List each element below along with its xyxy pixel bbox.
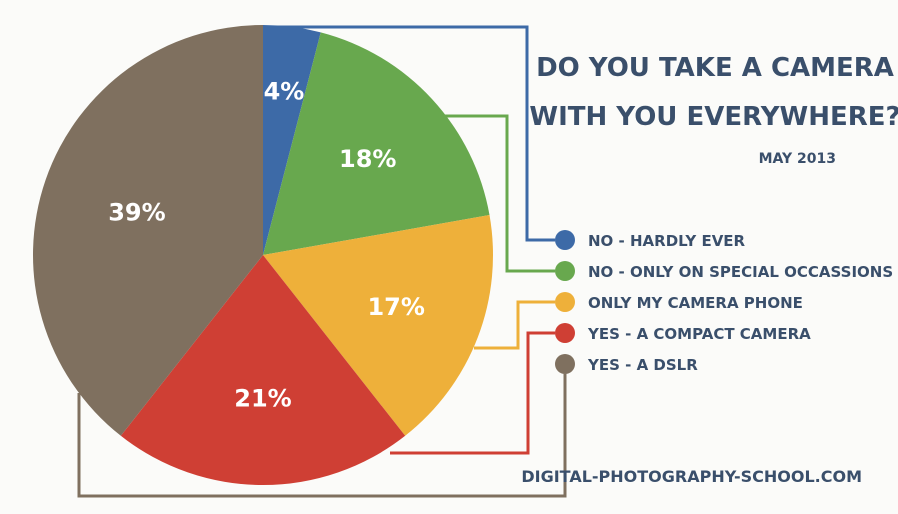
slice-value-label-2: 18%: [339, 145, 396, 173]
legend-marker-1: [555, 230, 575, 250]
connector-line-4: [390, 331, 555, 455]
legend-label-2: NO - ONLY ON SPECIAL OCCASSIONS: [588, 263, 893, 281]
slice-value-label-4: 21%: [234, 385, 291, 413]
chart-subtitle: MAY 2013: [759, 151, 836, 167]
legend-marker-4: [555, 323, 575, 343]
legend-label-4: YES - A COMPACT CAMERA: [587, 325, 811, 343]
pie-slice-3: [263, 215, 493, 436]
chart-title-line-2: WITH YOU EVERYWHERE?: [529, 102, 898, 132]
pie-slices: [33, 25, 493, 485]
pie-slice-4: [120, 255, 406, 485]
connector-line-1: [263, 25, 555, 242]
chart-title-line-1: DO YOU TAKE A CAMERA: [536, 53, 894, 83]
source-credit: DIGITAL-PHOTOGRAPHY-SCHOOL.COM: [521, 467, 862, 486]
connector-line-5: [77, 374, 567, 498]
slice-labels: 4% 18% 17% 21% 39%: [108, 78, 425, 413]
slice-value-label-3: 17%: [367, 293, 424, 321]
legend: NO - HARDLY EVER NO - ONLY ON SPECIAL OCC…: [555, 230, 893, 374]
connector-line-2: [445, 114, 555, 273]
pie-slice-1: [263, 25, 321, 255]
connector-line-3: [474, 300, 555, 350]
legend-marker-2: [555, 261, 575, 281]
legend-label-3: ONLY MY CAMERA PHONE: [588, 294, 803, 312]
slice-value-label-5: 39%: [108, 198, 165, 226]
slice-value-label-1: 4%: [264, 78, 305, 106]
pie-slice-5: [33, 25, 263, 436]
legend-label-5: YES - A DSLR: [587, 356, 698, 374]
legend-marker-3: [555, 292, 575, 312]
legend-label-1: NO - HARDLY EVER: [588, 232, 746, 250]
pie-slice-2: [263, 32, 490, 256]
legend-marker-5: [555, 354, 575, 374]
legend-connectors: [77, 25, 567, 498]
